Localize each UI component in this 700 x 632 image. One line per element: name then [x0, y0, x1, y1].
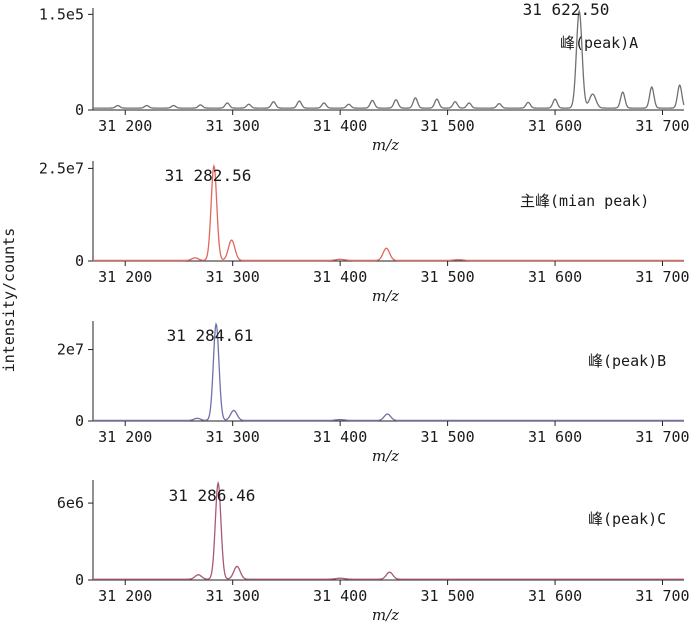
- y-tick-label: 6e6: [57, 494, 84, 512]
- x-tick-label: 31 600: [528, 428, 582, 446]
- spectrum-trace: [93, 480, 684, 580]
- x-tick-label: 31 600: [528, 268, 582, 286]
- panel-label: 峰(peak)C: [588, 510, 666, 528]
- x-tick-label: 31 700: [635, 428, 689, 446]
- panel-label: 峰(peak)A: [560, 34, 638, 52]
- peak-mass-label: 31 622.50: [523, 0, 610, 19]
- x-axis-title: m/z: [372, 606, 399, 624]
- x-tick-label: 31 300: [206, 117, 260, 135]
- x-tick-label: 31 400: [313, 117, 367, 135]
- panel-label: 峰(peak)B: [588, 352, 666, 370]
- spectrum-panel: 31 200 31 300 31 400 31 500 31 600 31 700 0 6e6…: [57, 480, 690, 624]
- x-axis-title: m/z: [372, 136, 399, 154]
- x-tick-label: 31 600: [528, 117, 582, 135]
- x-axis-title: m/z: [372, 287, 399, 305]
- x-tick-label: 31 500: [421, 117, 475, 135]
- x-tick-label: 31 200: [98, 428, 152, 446]
- spectra-panels: 31 200 31 300 31 400 31 500 31 600 31 700 0 1.5…: [39, 0, 690, 624]
- y-tick-label: 1.5e5: [39, 5, 84, 23]
- y-tick-label: 0: [75, 571, 84, 589]
- spectrum-panel: 31 200 31 300 31 400 31 500 31 600 31 700 0 1.5…: [39, 0, 690, 154]
- x-tick-label: 31 200: [98, 587, 152, 605]
- spectrum-trace: [93, 8, 685, 109]
- y-tick-label: 0: [75, 252, 84, 270]
- peak-mass-label: 31 282.56: [165, 166, 252, 185]
- x-tick-label: 31 400: [313, 587, 367, 605]
- spectrum-panel: 31 200 31 300 31 400 31 500 31 600 31 700 0 2.5…: [39, 159, 690, 305]
- spectrum-trace: [93, 163, 684, 262]
- x-tick-label: 31 400: [313, 428, 367, 446]
- x-tick-label: 31 300: [206, 428, 260, 446]
- x-tick-label: 31 200: [98, 117, 152, 135]
- x-tick-label: 31 500: [421, 268, 475, 286]
- x-tick-label: 31 600: [528, 587, 582, 605]
- x-tick-label: 31 500: [421, 428, 475, 446]
- y-tick-label: 0: [75, 101, 84, 119]
- spectrum-panel: 31 200 31 300 31 400 31 500 31 600 31 700 0 2e7…: [57, 321, 690, 465]
- panel-label: 主峰(mian peak): [520, 192, 649, 210]
- x-tick-label: 31 700: [635, 587, 689, 605]
- x-axis-title: m/z: [372, 447, 399, 465]
- x-tick-label: 31 400: [313, 268, 367, 286]
- x-tick-label: 31 300: [206, 587, 260, 605]
- y-tick-label: 0: [75, 412, 84, 430]
- x-tick-label: 31 200: [98, 268, 152, 286]
- y-axis-title: intensity/counts: [0, 228, 18, 373]
- x-tick-label: 31 700: [635, 117, 689, 135]
- y-tick-label: 2.5e7: [39, 159, 84, 177]
- x-tick-label: 31 300: [206, 268, 260, 286]
- peak-mass-label: 31 284.61: [167, 326, 254, 345]
- peak-mass-label: 31 286.46: [169, 486, 256, 505]
- x-tick-label: 31 500: [421, 587, 475, 605]
- x-tick-label: 31 700: [635, 268, 689, 286]
- spectrum-trace: [93, 322, 684, 422]
- y-tick-label: 2e7: [57, 341, 84, 359]
